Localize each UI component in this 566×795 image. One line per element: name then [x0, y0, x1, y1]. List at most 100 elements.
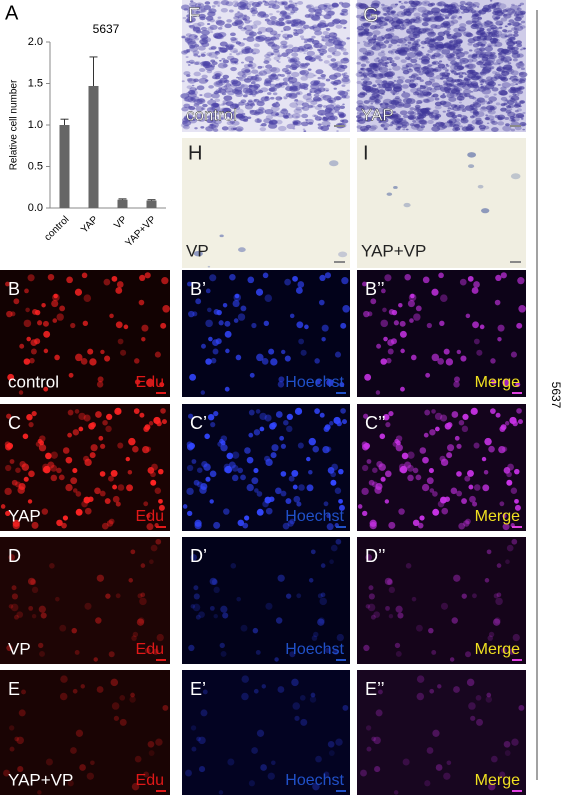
stain-spot [328, 63, 334, 67]
cell-nucleus [67, 409, 74, 416]
stain-spot [201, 42, 210, 48]
stain-spot [377, 67, 383, 71]
stain-spot [247, 62, 257, 69]
cell-nucleus [209, 274, 217, 282]
stain-spot [475, 50, 484, 56]
cell-nucleus [310, 549, 316, 555]
stain-spot [516, 90, 524, 95]
stain-spot [298, 46, 304, 50]
stain-spot [459, 16, 462, 18]
stain-spot [231, 80, 242, 87]
stain-spot [449, 12, 453, 15]
cell-nucleus [292, 484, 298, 490]
stain-spot [506, 35, 510, 38]
stain-spot [434, 105, 442, 110]
stain-spot [342, 74, 350, 79]
cell-nucleus [25, 307, 30, 313]
cell-nucleus [52, 318, 58, 323]
micrograph [182, 670, 350, 795]
stain-spot [257, 111, 261, 114]
stain-spot [309, 87, 318, 94]
cell-nucleus [16, 736, 24, 745]
cell-nucleus [66, 276, 73, 284]
cell-nucleus [256, 508, 264, 516]
stain-spot [426, 36, 432, 41]
stain-spot [214, 98, 221, 103]
cell-nucleus [296, 501, 302, 507]
stain-spot [490, 76, 498, 82]
cell-nucleus [495, 412, 501, 418]
stain-spot [479, 47, 486, 52]
stain-spot [472, 2, 480, 7]
stain-spot [469, 104, 475, 108]
stain-spot [444, 16, 449, 20]
stain-spot [285, 92, 293, 98]
stain-spot [237, 83, 245, 88]
stain-spot [317, 109, 327, 116]
cell-nucleus [26, 413, 33, 421]
cell-nucleus [119, 718, 127, 726]
stain-spot [476, 47, 480, 50]
stain-spot [213, 109, 222, 115]
stain-spot [323, 60, 330, 64]
stain-spot [282, 81, 288, 86]
stain-spot [289, 2, 298, 8]
cell-nucleus [161, 419, 167, 425]
cell-nucleus [429, 688, 435, 694]
cell-nucleus [81, 500, 88, 508]
cell-nucleus [191, 459, 197, 464]
cell-nucleus [186, 487, 194, 496]
cell-nucleus [495, 597, 503, 606]
stain-spot [476, 6, 480, 8]
stain-spot [320, 76, 326, 80]
stain-spot [224, 86, 234, 93]
cell-nucleus [461, 425, 469, 433]
cell-nucleus [453, 574, 461, 582]
cell-nucleus [246, 483, 254, 492]
cell-nucleus [265, 458, 273, 467]
stain-spot [397, 49, 407, 55]
stain-spot [519, 25, 526, 29]
cell-nucleus [458, 419, 465, 426]
cell-nucleus [204, 433, 210, 440]
cell-nucleus [460, 355, 467, 362]
cell-nucleus [80, 684, 85, 689]
cell-nucleus [190, 554, 198, 561]
stain-spot [186, 91, 191, 95]
stain-spot [477, 30, 482, 33]
stain-spot [313, 98, 318, 102]
stain-spot [389, 99, 397, 105]
stain-spot [504, 7, 512, 12]
stain-label: Edu [136, 374, 164, 391]
stain-spot [303, 87, 309, 91]
stain-spot [336, 66, 346, 72]
stain-spot [372, 66, 381, 71]
stain-spot [491, 120, 498, 125]
cell-nucleus [40, 612, 47, 619]
stain-spot [413, 91, 420, 96]
stain-spot [200, 126, 205, 129]
stain-spot [190, 96, 200, 102]
stain-spot [263, 68, 272, 75]
stain-spot [508, 29, 513, 33]
stain-spot [208, 124, 217, 129]
stain-spot [293, 108, 303, 114]
cell-nucleus [399, 320, 406, 327]
stain-spot [195, 106, 204, 112]
stain-spot [467, 152, 477, 158]
stain-spot [290, 63, 300, 69]
stain-spot [513, 77, 517, 81]
stain-spot [375, 79, 383, 84]
x-tick-label: YAP [79, 214, 101, 236]
stain-spot [424, 93, 428, 96]
cell-nucleus [157, 468, 164, 475]
cell-nucleus [473, 281, 480, 288]
cell-nucleus [385, 605, 390, 611]
stain-spot [237, 71, 246, 77]
cell-nucleus [109, 313, 114, 319]
cell-nucleus [115, 501, 121, 507]
cell-nucleus [141, 337, 146, 342]
stain-spot [413, 18, 422, 24]
cell-nucleus [252, 627, 259, 634]
cell-nucleus [43, 465, 51, 474]
